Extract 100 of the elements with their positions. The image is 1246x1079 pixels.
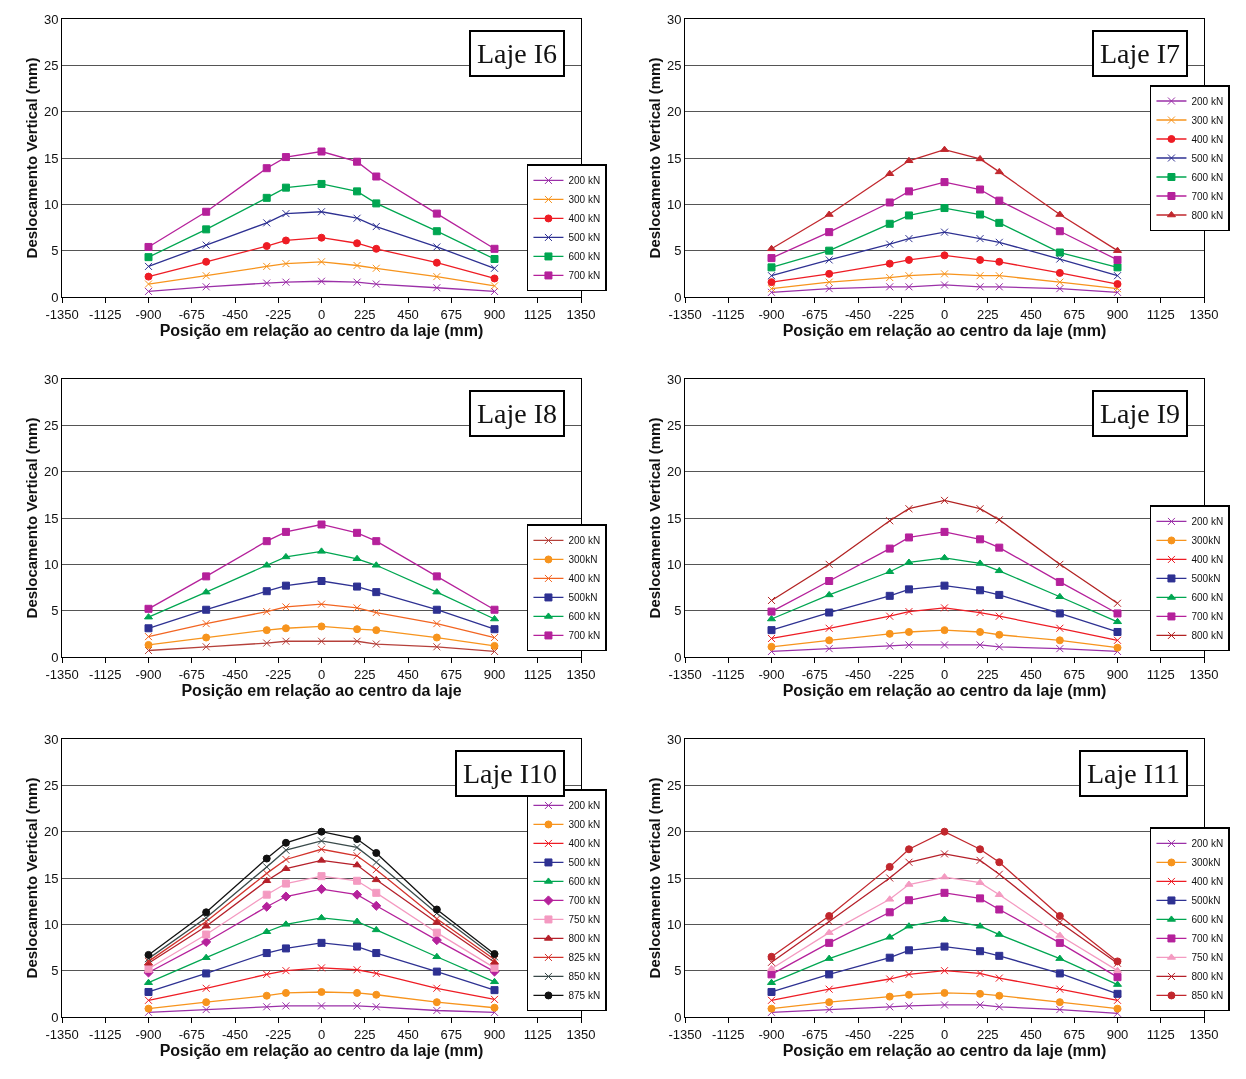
legend-label: 300kN	[568, 554, 598, 566]
text: Laje I10	[463, 758, 558, 789]
x-tick-label: 450	[1020, 1026, 1042, 1042]
x-tick-label: -225	[888, 1026, 915, 1042]
y-tick-label: 5	[51, 603, 59, 619]
x-tick-label: -1125	[89, 666, 122, 682]
y-tick-label: 20	[43, 464, 59, 480]
y-tick-label: 0	[51, 289, 59, 305]
x-tick-label: 1350	[566, 666, 596, 682]
legend-label: 875 kN	[568, 990, 601, 1002]
y-tick-label: 5	[674, 603, 682, 619]
legend-label: 800 kN	[1191, 209, 1224, 221]
legend-label: 700 kN	[568, 630, 601, 642]
x-tick-label: -1125	[89, 306, 122, 322]
y-tick-label: 10	[43, 916, 59, 932]
x-tick-label: 900	[483, 306, 506, 322]
legend-label: 200 kN	[1191, 838, 1224, 850]
x-tick-label: -900	[758, 306, 785, 322]
legend-label: 200 kN	[568, 800, 601, 812]
x-tick-label: -1350	[45, 666, 79, 682]
y-tick-label: 20	[43, 824, 59, 840]
x-tick-label: 1125	[523, 1026, 552, 1042]
legend-label: 400 kN	[1191, 876, 1224, 888]
legend-label: 200 kN	[568, 175, 601, 187]
x-tick-label: 1125	[523, 306, 552, 322]
text: Laje I6	[477, 38, 558, 69]
x-axis-title: Posição em relação ao centro da laje	[181, 681, 462, 699]
x-tick-label: -1350	[668, 1026, 702, 1042]
legend-label: 300 kN	[1191, 114, 1224, 126]
x-tick-label: -1350	[45, 306, 79, 322]
x-tick-label: 675	[440, 306, 463, 322]
y-tick-label: 0	[674, 649, 682, 665]
y-tick-label: 25	[666, 57, 682, 73]
x-tick-label: 450	[397, 666, 419, 682]
y-axis-title: Deslocamento Vertical (mm)	[23, 57, 41, 259]
x-tick-label: 675	[440, 666, 463, 682]
legend-label: 850 kN	[1191, 990, 1224, 1002]
y-tick-label: 0	[51, 649, 59, 665]
x-tick-label: -900	[135, 1026, 162, 1042]
legend-label: 825 kN	[568, 952, 601, 964]
y-tick-label: 10	[666, 196, 682, 212]
y-tick-label: 30	[666, 11, 682, 27]
y-tick-label: 15	[43, 510, 59, 526]
legend-label: 500 kN	[568, 232, 601, 244]
x-tick-label: 1350	[566, 1026, 596, 1042]
legend-label: 600 kN	[1191, 914, 1224, 926]
x-tick-label: -675	[801, 666, 828, 682]
x-tick-label: -900	[135, 666, 162, 682]
legend-label: 600 kN	[1191, 592, 1224, 604]
y-axis-title: Deslocamento Vertical (mm)	[646, 417, 664, 619]
y-tick-label: 25	[43, 777, 59, 793]
x-tick-label: -1350	[668, 666, 702, 682]
y-axis-title: Deslocamento Vertical (mm)	[646, 777, 664, 979]
legend-label: 800 kN	[568, 933, 601, 945]
x-tick-label: 1350	[1189, 666, 1219, 682]
legend-label: 600 kN	[568, 611, 601, 623]
x-tick-label: 1125	[1146, 666, 1175, 682]
x-axis-title: Posição em relação ao centro da laje (mm)	[782, 321, 1107, 339]
y-tick-label: 0	[51, 1009, 59, 1025]
x-tick-label: -450	[221, 306, 249, 322]
y-tick-label: 5	[674, 243, 682, 259]
x-tick-label: -1125	[712, 666, 745, 682]
legend-label: 700 kN	[1191, 611, 1224, 623]
x-tick-label: 900	[483, 666, 506, 682]
x-tick-label: 1350	[1189, 306, 1219, 322]
x-tick-label: 225	[353, 1026, 376, 1042]
y-tick-label: 25	[666, 777, 682, 793]
legend-label: 200 kN	[1191, 95, 1224, 107]
x-tick-label: -1125	[712, 306, 745, 322]
x-tick-label: 225	[976, 1026, 999, 1042]
y-tick-label: 20	[666, 824, 682, 840]
y-tick-label: 15	[666, 510, 682, 526]
x-tick-label: 1125	[523, 666, 552, 682]
x-tick-label: 0	[317, 1026, 326, 1042]
x-tick-label: -1125	[89, 1026, 122, 1042]
legend-label: 400 kN	[568, 573, 601, 585]
y-tick-label: 10	[43, 196, 59, 212]
y-axis-title: Deslocamento Vertical (mm)	[23, 777, 41, 979]
y-tick-label: 25	[43, 417, 59, 433]
x-tick-label: -450	[844, 306, 872, 322]
x-tick-label: 1125	[1146, 306, 1175, 322]
y-axis-title: Deslocamento Vertical (mm)	[23, 417, 41, 619]
legend-label: 200 kN	[568, 535, 601, 547]
legend-label: 750 kN	[1191, 952, 1224, 964]
x-tick-label: -450	[221, 1026, 249, 1042]
y-tick-label: 30	[666, 371, 682, 387]
legend-label: 500kN	[568, 592, 598, 604]
text: Laje I11	[1087, 758, 1181, 789]
legend-label: 600 kN	[1191, 171, 1224, 183]
x-tick-label: -675	[801, 1026, 828, 1042]
x-tick-label: -1350	[45, 1026, 79, 1042]
y-tick-label: 5	[674, 963, 682, 979]
x-tick-label: -1350	[668, 306, 702, 322]
x-axis-title: Posição em relação ao centro da laje (mm)	[782, 1041, 1107, 1059]
x-tick-label: 675	[1063, 666, 1086, 682]
x-tick-label: -1125	[712, 1026, 745, 1042]
x-tick-label: 450	[397, 306, 419, 322]
x-tick-label: -900	[758, 1026, 785, 1042]
legend-label: 200 kN	[1191, 516, 1224, 528]
x-tick-label: 675	[440, 1026, 463, 1042]
